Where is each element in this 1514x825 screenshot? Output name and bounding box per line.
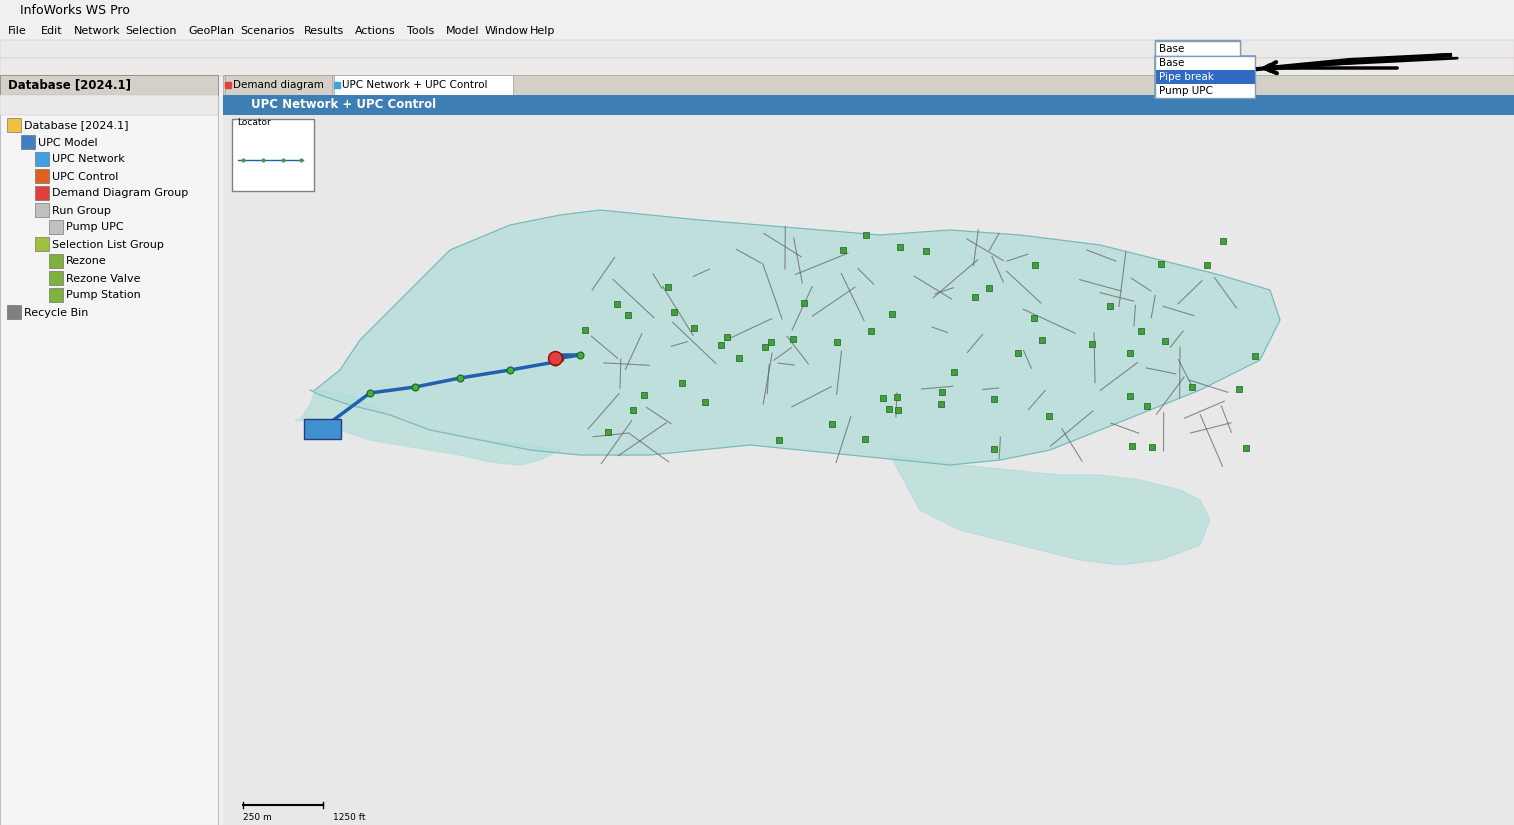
FancyBboxPatch shape [21,135,35,149]
FancyBboxPatch shape [223,95,1514,115]
Text: UPC Network + UPC Control: UPC Network + UPC Control [251,98,436,111]
Text: Pump UPC: Pump UPC [1160,86,1213,96]
FancyBboxPatch shape [1155,56,1255,98]
FancyBboxPatch shape [304,419,341,439]
FancyBboxPatch shape [8,118,21,132]
FancyBboxPatch shape [0,40,1514,58]
Text: UPC Network: UPC Network [51,154,124,164]
Text: Rezone: Rezone [67,257,107,266]
Text: Results: Results [304,26,344,36]
FancyBboxPatch shape [35,203,48,217]
Text: Selection: Selection [126,26,177,36]
Text: UPC Model: UPC Model [38,138,97,148]
Text: UPC Control: UPC Control [51,172,118,182]
FancyBboxPatch shape [35,152,48,166]
Text: Actions: Actions [356,26,397,36]
FancyBboxPatch shape [35,186,48,200]
Text: Model: Model [445,26,480,36]
Text: Rezone Valve: Rezone Valve [67,274,141,284]
Text: Pump UPC: Pump UPC [67,223,124,233]
FancyBboxPatch shape [48,271,64,285]
Text: GeoPlan: GeoPlan [189,26,235,36]
FancyBboxPatch shape [48,254,64,268]
FancyBboxPatch shape [1155,70,1255,84]
Text: File: File [8,26,27,36]
FancyBboxPatch shape [223,115,1514,825]
Text: Base: Base [1160,44,1184,54]
Text: 250 m: 250 m [244,813,271,822]
Text: Selection List Group: Selection List Group [51,239,164,249]
FancyBboxPatch shape [0,95,218,115]
Text: Run Group: Run Group [51,205,111,215]
FancyBboxPatch shape [226,75,332,95]
Text: Tools: Tools [407,26,435,36]
Text: Window: Window [484,26,528,36]
Text: Demand diagram: Demand diagram [233,80,324,90]
Text: Network: Network [74,26,120,36]
Text: Scenarios: Scenarios [241,26,295,36]
FancyBboxPatch shape [1155,41,1240,56]
Text: Database [2024.1]: Database [2024.1] [8,78,132,92]
FancyBboxPatch shape [8,305,21,319]
FancyBboxPatch shape [1155,84,1255,98]
Polygon shape [890,455,1210,565]
Text: 1250 ft: 1250 ft [333,813,365,822]
Polygon shape [310,210,1279,465]
FancyBboxPatch shape [232,119,313,191]
FancyBboxPatch shape [0,75,218,95]
FancyBboxPatch shape [1155,40,1240,56]
Text: InfoWorks WS Pro: InfoWorks WS Pro [20,4,130,17]
FancyBboxPatch shape [0,58,1514,76]
Text: UPC Network + UPC Control: UPC Network + UPC Control [342,80,488,90]
Text: Base: Base [1160,43,1185,53]
FancyBboxPatch shape [0,22,1514,40]
Text: Pump UPC: Pump UPC [1160,86,1217,96]
FancyBboxPatch shape [35,169,48,183]
FancyArrowPatch shape [1264,64,1297,71]
Text: Pipe break: Pipe break [1160,72,1217,82]
FancyBboxPatch shape [48,220,64,234]
Polygon shape [295,390,560,465]
Text: Edit: Edit [41,26,62,36]
Text: Database [2024.1]: Database [2024.1] [24,120,129,130]
Text: Pipe break: Pipe break [1160,72,1214,82]
FancyBboxPatch shape [0,0,1514,22]
Text: Pump Station: Pump Station [67,290,141,300]
Text: Recycle Bin: Recycle Bin [24,308,88,318]
Text: Help: Help [530,26,556,36]
FancyBboxPatch shape [223,75,1514,95]
FancyBboxPatch shape [35,237,48,251]
FancyBboxPatch shape [335,75,513,95]
Text: Base: Base [1160,58,1185,68]
FancyBboxPatch shape [1155,56,1255,70]
FancyBboxPatch shape [0,75,218,825]
Text: Base: Base [1160,58,1184,68]
FancyBboxPatch shape [48,288,64,302]
Text: Demand Diagram Group: Demand Diagram Group [51,188,188,199]
FancyBboxPatch shape [1155,70,1255,84]
Text: Locator: Locator [238,118,271,127]
